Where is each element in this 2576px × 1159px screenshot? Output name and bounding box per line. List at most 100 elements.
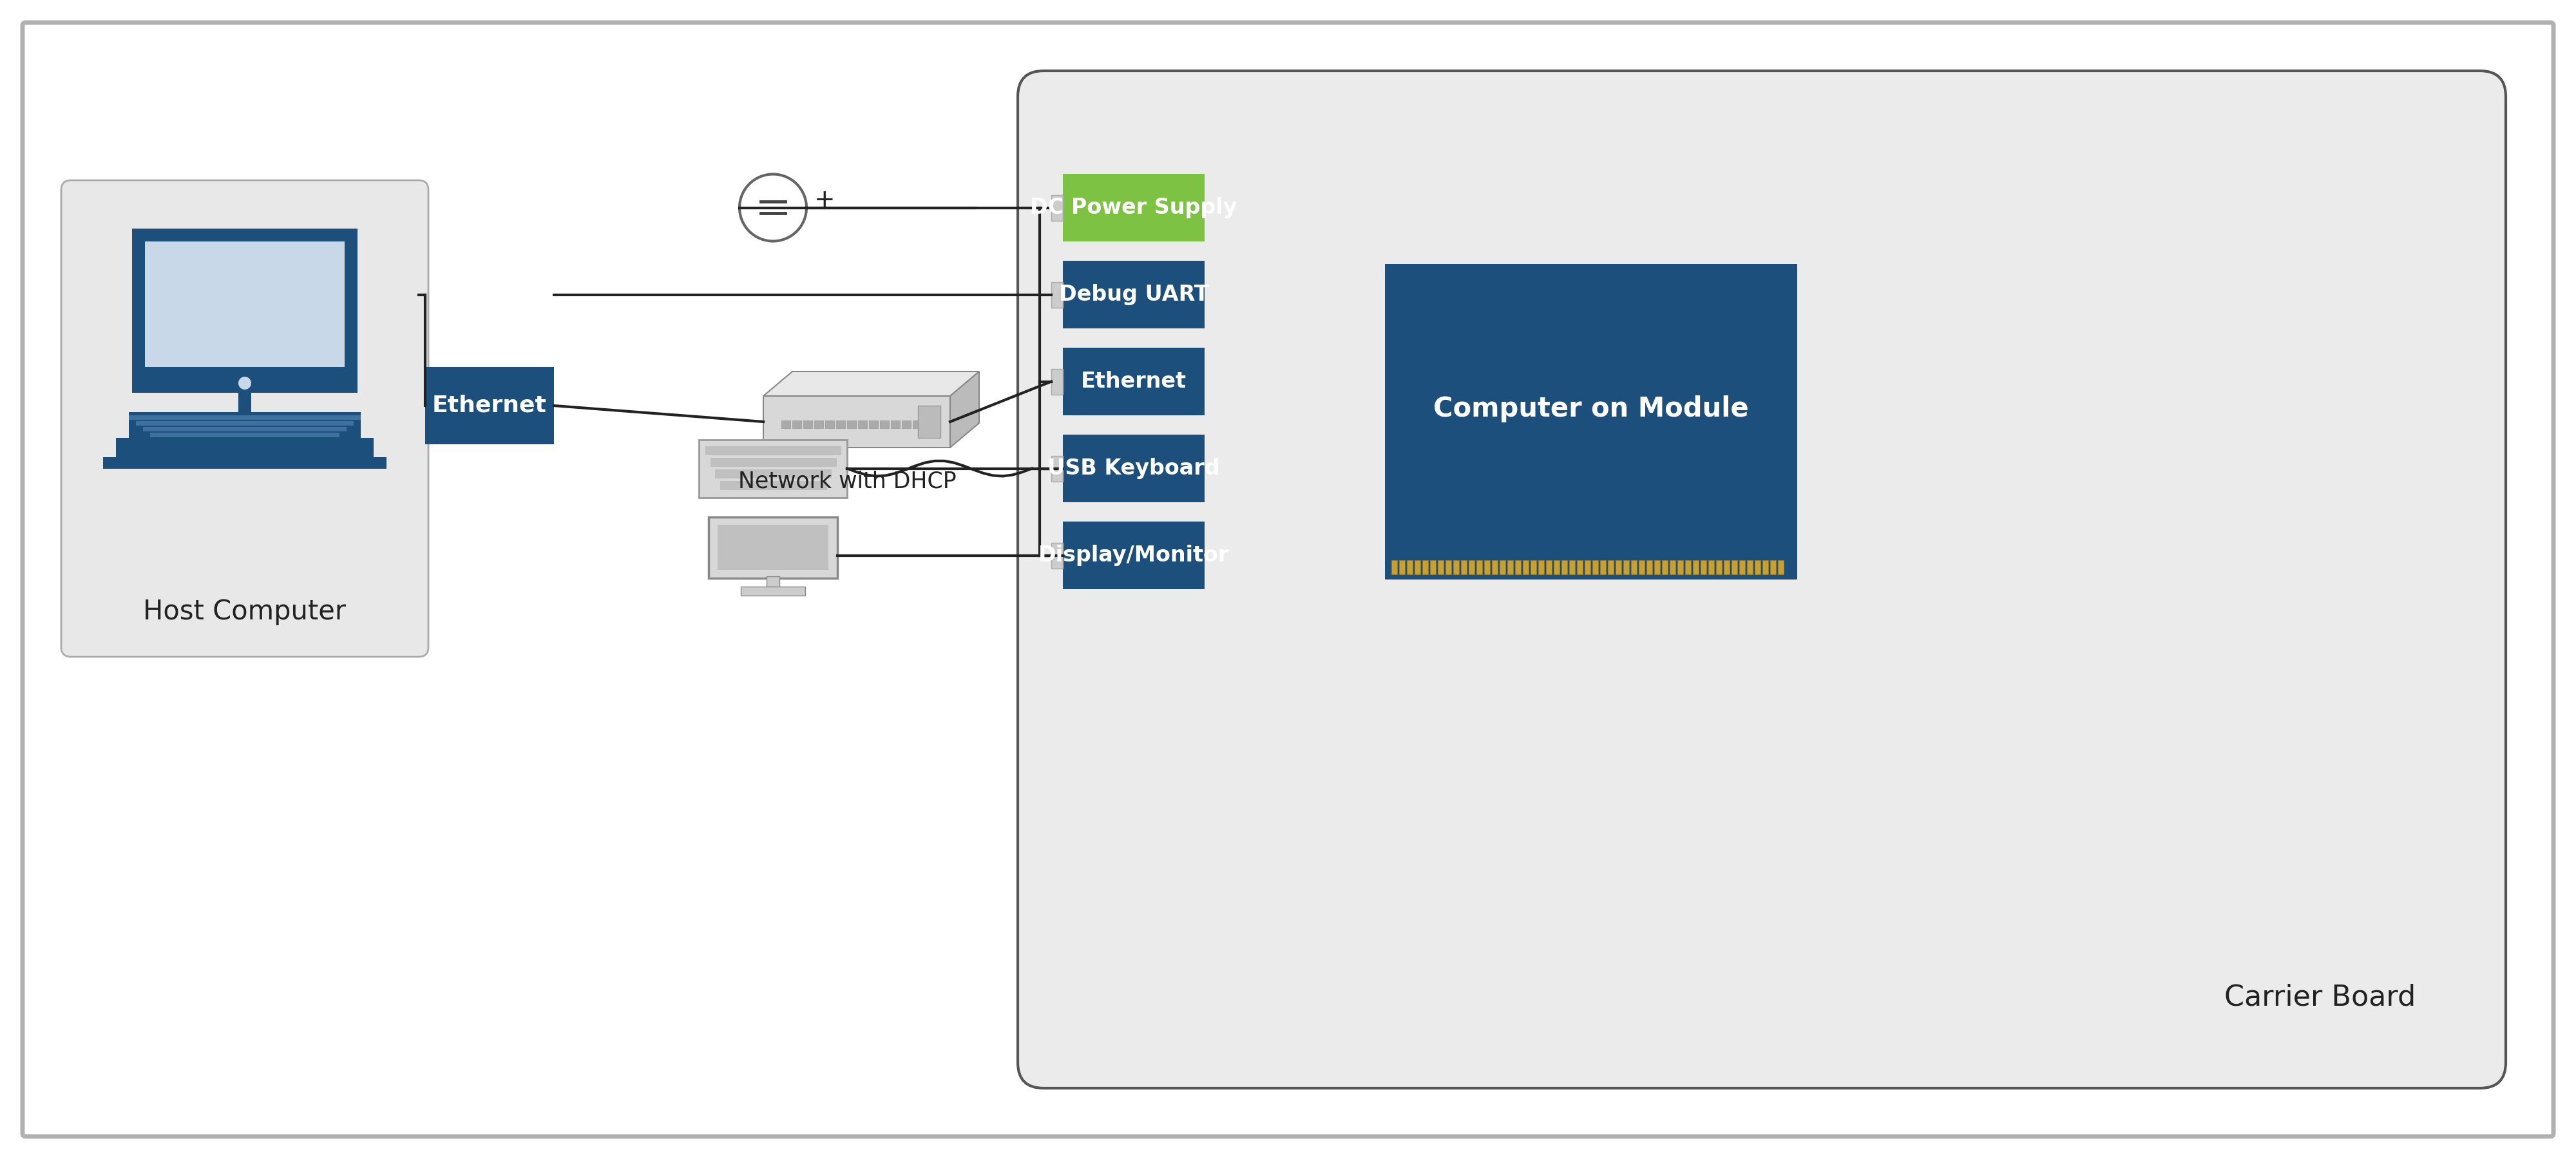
FancyBboxPatch shape <box>1406 560 1412 575</box>
FancyBboxPatch shape <box>902 421 909 428</box>
FancyBboxPatch shape <box>781 421 791 428</box>
FancyBboxPatch shape <box>858 421 866 428</box>
FancyBboxPatch shape <box>1399 560 1404 575</box>
FancyBboxPatch shape <box>1461 560 1466 575</box>
Text: Computer on Module: Computer on Module <box>1432 395 1749 422</box>
FancyBboxPatch shape <box>716 469 832 478</box>
FancyBboxPatch shape <box>1530 560 1535 575</box>
FancyBboxPatch shape <box>1414 560 1419 575</box>
FancyBboxPatch shape <box>1592 560 1597 575</box>
FancyBboxPatch shape <box>240 393 252 413</box>
FancyBboxPatch shape <box>62 181 428 657</box>
FancyBboxPatch shape <box>835 421 845 428</box>
FancyBboxPatch shape <box>848 421 855 428</box>
FancyBboxPatch shape <box>1685 560 1690 575</box>
FancyBboxPatch shape <box>1646 560 1651 575</box>
FancyBboxPatch shape <box>1638 560 1643 575</box>
FancyBboxPatch shape <box>116 438 374 457</box>
FancyBboxPatch shape <box>719 481 827 489</box>
FancyBboxPatch shape <box>1499 560 1504 575</box>
Text: Carrier Board: Carrier Board <box>2223 983 2416 1011</box>
FancyBboxPatch shape <box>1770 560 1775 575</box>
FancyBboxPatch shape <box>1600 560 1605 575</box>
FancyBboxPatch shape <box>1051 195 1064 220</box>
FancyBboxPatch shape <box>1546 560 1551 575</box>
FancyBboxPatch shape <box>1777 560 1783 575</box>
FancyBboxPatch shape <box>1569 560 1574 575</box>
FancyBboxPatch shape <box>917 406 940 438</box>
FancyBboxPatch shape <box>762 396 951 447</box>
FancyBboxPatch shape <box>131 228 358 393</box>
Polygon shape <box>951 372 979 447</box>
Text: USB Keyboard: USB Keyboard <box>1048 458 1221 479</box>
FancyBboxPatch shape <box>1430 560 1435 575</box>
FancyBboxPatch shape <box>1051 282 1064 307</box>
FancyBboxPatch shape <box>1391 560 1396 575</box>
FancyBboxPatch shape <box>719 524 829 569</box>
FancyBboxPatch shape <box>742 586 806 596</box>
FancyBboxPatch shape <box>1747 560 1752 575</box>
FancyBboxPatch shape <box>878 421 889 428</box>
FancyBboxPatch shape <box>1515 560 1520 575</box>
FancyBboxPatch shape <box>1631 560 1636 575</box>
FancyBboxPatch shape <box>1623 560 1628 575</box>
FancyBboxPatch shape <box>103 457 386 468</box>
FancyBboxPatch shape <box>698 439 848 497</box>
FancyBboxPatch shape <box>1453 560 1458 575</box>
FancyBboxPatch shape <box>129 415 361 420</box>
Text: Ethernet: Ethernet <box>433 395 546 416</box>
FancyBboxPatch shape <box>1018 71 2506 1088</box>
FancyBboxPatch shape <box>137 421 353 425</box>
FancyBboxPatch shape <box>922 421 933 428</box>
Circle shape <box>240 377 252 389</box>
FancyBboxPatch shape <box>1468 560 1473 575</box>
FancyBboxPatch shape <box>1445 560 1450 575</box>
FancyBboxPatch shape <box>891 421 899 428</box>
FancyBboxPatch shape <box>1716 560 1721 575</box>
FancyBboxPatch shape <box>768 576 781 588</box>
FancyBboxPatch shape <box>425 367 554 444</box>
FancyBboxPatch shape <box>1064 348 1206 415</box>
FancyBboxPatch shape <box>1051 542 1064 568</box>
FancyBboxPatch shape <box>1522 560 1528 575</box>
FancyBboxPatch shape <box>1386 264 1798 580</box>
FancyBboxPatch shape <box>1723 560 1728 575</box>
FancyBboxPatch shape <box>1654 560 1659 575</box>
FancyBboxPatch shape <box>1577 560 1582 575</box>
FancyBboxPatch shape <box>711 458 835 466</box>
Text: +: + <box>814 188 835 212</box>
FancyBboxPatch shape <box>1553 560 1558 575</box>
FancyBboxPatch shape <box>1064 261 1206 328</box>
FancyBboxPatch shape <box>1669 560 1674 575</box>
FancyBboxPatch shape <box>1051 455 1064 481</box>
Text: Display/Monitor: Display/Monitor <box>1038 545 1229 566</box>
FancyBboxPatch shape <box>1561 560 1566 575</box>
FancyBboxPatch shape <box>1700 560 1705 575</box>
FancyBboxPatch shape <box>1484 560 1489 575</box>
FancyBboxPatch shape <box>706 446 840 454</box>
FancyBboxPatch shape <box>1731 560 1736 575</box>
FancyBboxPatch shape <box>1064 522 1206 589</box>
FancyBboxPatch shape <box>1476 560 1481 575</box>
FancyBboxPatch shape <box>1437 560 1443 575</box>
FancyBboxPatch shape <box>1422 560 1427 575</box>
FancyBboxPatch shape <box>814 421 822 428</box>
FancyBboxPatch shape <box>149 432 340 437</box>
FancyBboxPatch shape <box>1051 369 1064 394</box>
FancyBboxPatch shape <box>144 427 348 431</box>
FancyBboxPatch shape <box>1677 560 1682 575</box>
FancyBboxPatch shape <box>1584 560 1589 575</box>
FancyBboxPatch shape <box>23 22 2553 1137</box>
Text: Network with DHCP: Network with DHCP <box>737 471 956 491</box>
FancyBboxPatch shape <box>1607 560 1613 575</box>
Text: DC Power Supply: DC Power Supply <box>1030 197 1236 218</box>
Text: Ethernet: Ethernet <box>1082 371 1188 392</box>
FancyBboxPatch shape <box>1615 560 1620 575</box>
FancyBboxPatch shape <box>1064 174 1206 241</box>
FancyBboxPatch shape <box>824 421 835 428</box>
FancyBboxPatch shape <box>1708 560 1713 575</box>
FancyBboxPatch shape <box>1507 560 1512 575</box>
FancyBboxPatch shape <box>1739 560 1744 575</box>
Circle shape <box>739 174 806 241</box>
FancyBboxPatch shape <box>144 241 345 367</box>
